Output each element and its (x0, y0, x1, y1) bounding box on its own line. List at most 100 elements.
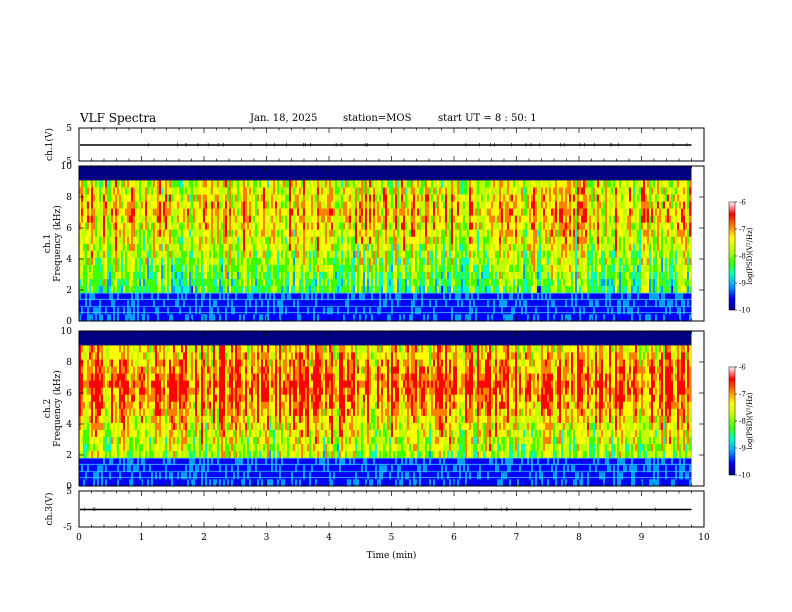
spectrogram-panel-1-cell (319, 173, 322, 181)
spectrogram-panel-1-cell (239, 173, 242, 181)
spectrogram-panel-1-cell (293, 306, 296, 315)
spectrogram-panel-1-cell (87, 215, 90, 223)
spectrogram-panel-1-cell (429, 257, 432, 265)
spectrogram-panel-1-cell (335, 229, 338, 237)
spectrogram-panel-1-cell (435, 236, 438, 244)
spectrogram-panel-1-cell (443, 306, 446, 315)
spectrogram-panel-1-cell (451, 229, 454, 237)
spectrogram-panel-1-cell (341, 166, 344, 174)
spectrogram-panel-1-cell (487, 201, 490, 209)
spectrogram-panel-1-cell (423, 285, 426, 294)
spectrogram-panel-1-cell (409, 236, 412, 244)
spectrogram-panel-1-cell (223, 222, 226, 230)
spectrogram-panel-1-cell (141, 306, 144, 315)
spectrogram-panel-1-cell (333, 187, 336, 195)
spectrogram-panel-1-cell (173, 299, 176, 308)
spectrogram-panel-1-cell (207, 194, 210, 202)
spectrogram-panel-1-cell (253, 222, 256, 230)
spectrogram-panel-1-cell (407, 222, 410, 230)
spectrogram-panel-1-cell (415, 201, 418, 209)
spectrogram-panel-1-cell (305, 187, 308, 195)
spectrogram-panel-1-cell (93, 292, 96, 301)
spectrogram-panel-1-cell (299, 187, 302, 195)
spectrogram-panel-1-cell (319, 264, 322, 272)
spectrogram-panel-1-cell (373, 208, 376, 216)
spectrogram-panel-1-cell (151, 250, 154, 258)
spectrogram-panel-1-cell (237, 299, 240, 308)
spectrogram-panel-1-cell (495, 257, 498, 265)
spectrogram-panel-1-cell (157, 299, 160, 308)
spectrogram-panel-1-cell (225, 166, 228, 174)
spectrogram-panel-1-cell (155, 278, 158, 287)
spectrogram-panel-1-cell (439, 264, 442, 272)
spectrogram-panel-1-cell (239, 187, 242, 195)
spectrogram-panel-1-cell (165, 306, 168, 315)
spectrogram-panel-1-cell (157, 201, 160, 209)
spectrogram-panel-1-cell (283, 229, 286, 237)
spectrogram-panel-1-cell (111, 222, 114, 230)
spectrogram-panel-1-cell (79, 222, 82, 230)
spectrogram-panel-1-cell (207, 222, 210, 230)
spectrogram-panel-1-cell (343, 173, 346, 181)
spectrogram-panel-1-cell (377, 306, 380, 315)
spectrogram-panel-1-cell (167, 306, 170, 315)
spectrogram-panel-1-cell (423, 180, 426, 188)
spectrogram-panel-1-cell (487, 257, 490, 265)
spectrogram-panel-1-cell (415, 236, 418, 244)
spectrogram-panel-1-cell (153, 222, 156, 230)
spectrogram-panel-1-cell (493, 292, 496, 301)
spectrogram-panel-1-cell (343, 250, 346, 258)
spectrogram-panel-1-cell (311, 299, 314, 308)
spectrogram-panel-1-cell (189, 271, 192, 280)
spectrogram-panel-1-cell (255, 313, 258, 322)
spectrogram-panel-1-cell (243, 215, 246, 223)
spectrogram-panel-1-cell (201, 250, 204, 258)
spectrogram-panel-1-cell (367, 271, 370, 280)
spectrogram-panel-1-cell (331, 292, 334, 301)
spectrogram-panel-1-cell (195, 292, 198, 301)
spectrogram-panel-1-cell (203, 215, 206, 223)
spectrogram-panel-1-cell (195, 194, 198, 202)
spectrogram-panel-1-cell (341, 180, 344, 188)
spectrogram-panel-1-cell (307, 285, 310, 294)
spectrogram-panel-1-cell (219, 278, 222, 287)
spectrogram-panel-1-cell (455, 236, 458, 244)
spectrogram-panel-1-cell (493, 250, 496, 258)
spectrogram-panel-1-cell (493, 201, 496, 209)
spectrogram-panel-1-cell (95, 236, 98, 244)
spectrogram-panel-1-cell (443, 313, 446, 322)
spectrogram-panel-1-cell (327, 306, 330, 315)
spectrogram-panel-1-cell (215, 180, 218, 188)
spectrogram-panel-1-cell (185, 306, 188, 315)
spectrogram-panel-1-cell (461, 201, 464, 209)
spectrogram-panel-1-cell (465, 201, 468, 209)
spectrogram-panel-1-cell (159, 257, 162, 265)
spectrogram-panel-1-cell (185, 278, 188, 287)
spectrogram-panel-1-cell (387, 229, 390, 237)
spectrogram-panel-1-cell (297, 180, 300, 188)
spectrogram-panel-1-cell (121, 292, 124, 301)
spectrogram-panel-1-cell (243, 278, 246, 287)
spectrogram-panel-1-cell (287, 299, 290, 308)
spectrogram-panel-1-cell (465, 173, 468, 181)
spectrogram-panel-1-cell (331, 243, 334, 251)
spectrogram-panel-1-cell (365, 285, 368, 294)
spectrogram-panel-1-cell (495, 271, 498, 280)
spectrogram-panel-1-cell (377, 250, 380, 258)
spectrogram-panel-1-cell (225, 215, 228, 223)
spectrogram-panel-1-cell (163, 243, 166, 251)
spectrogram-panel-1-cell (271, 243, 274, 251)
spectrogram-panel-1-cell (83, 250, 86, 258)
spectrogram-panel-1-cell (273, 201, 276, 209)
spectrogram-panel-1-cell (405, 292, 408, 301)
spectrogram-panel-1-cell (299, 306, 302, 315)
spectrogram-panel-1-cell (375, 180, 378, 188)
spectrogram-panel-1-cell (347, 194, 350, 202)
spectrogram-panel-1-cell (259, 194, 262, 202)
spectrogram-panel-1-cell (213, 173, 216, 181)
spectrogram-panel-1-cell (219, 250, 222, 258)
chart-title: VLF Spectra (80, 111, 157, 125)
spectrogram-panel-1-cell (327, 292, 330, 301)
spectrogram-panel-1-cell (453, 278, 456, 287)
spectrogram-panel-1-cell (399, 215, 402, 223)
